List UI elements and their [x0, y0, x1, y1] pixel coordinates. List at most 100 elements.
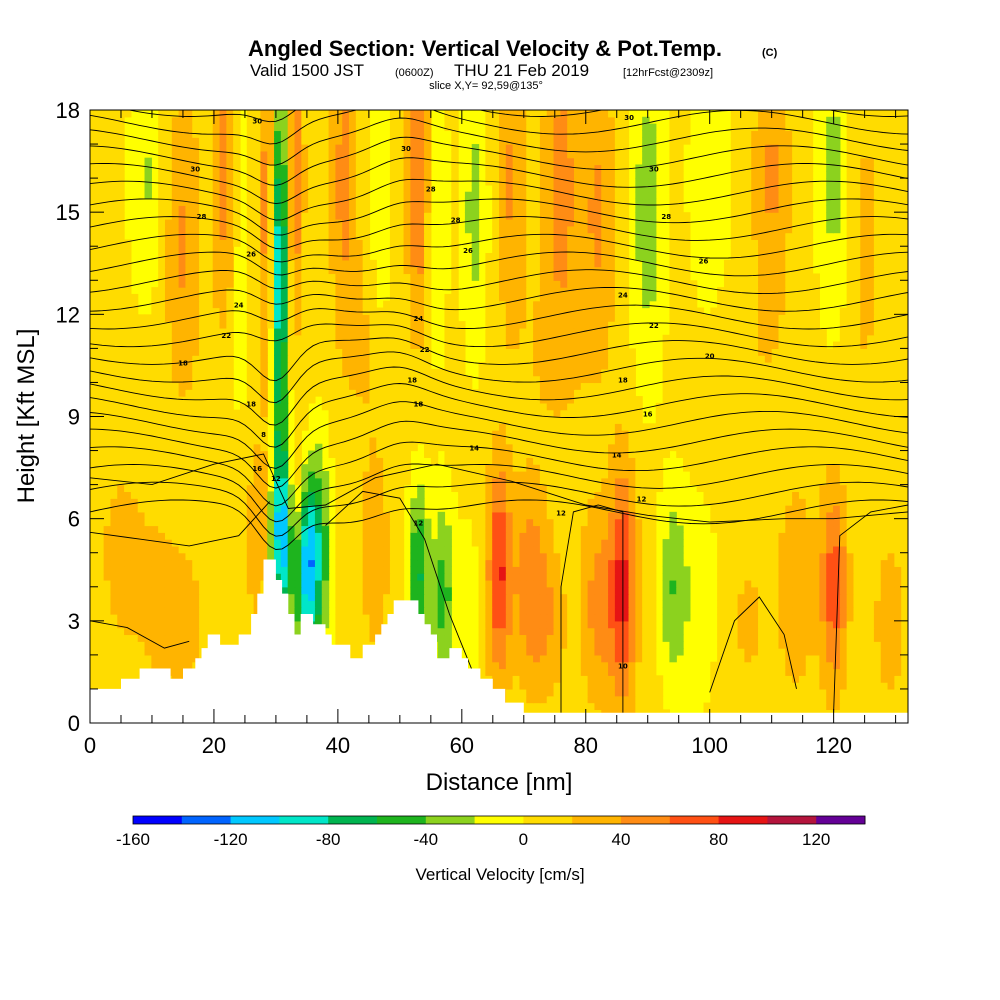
velocity-cell: [519, 627, 527, 636]
velocity-cell: [683, 566, 691, 574]
velocity-cell: [635, 702, 643, 710]
velocity-cell: [233, 579, 241, 588]
velocity-cell: [512, 498, 521, 506]
velocity-cell: [628, 436, 636, 445]
velocity-cell: [614, 464, 623, 472]
velocity-cell: [860, 607, 868, 615]
velocity-cell: [730, 559, 739, 567]
velocity-cell: [355, 436, 364, 445]
velocity-cell: [819, 607, 827, 615]
velocity-cell: [308, 532, 316, 540]
velocity-cell: [124, 668, 132, 676]
velocity-cell: [158, 443, 166, 452]
velocity-cell: [349, 532, 357, 540]
velocity-cell: [212, 573, 221, 581]
velocity-cell: [880, 552, 889, 561]
velocity-cell: [260, 539, 268, 547]
velocity-cell: [669, 579, 677, 588]
velocity-cell: [130, 600, 139, 608]
velocity-cell: [533, 579, 541, 588]
velocity-cell: [492, 675, 500, 683]
velocity-cell: [894, 675, 902, 683]
velocity-cell: [546, 498, 555, 506]
velocity-cell: [349, 443, 357, 452]
velocity-cell: [233, 518, 241, 527]
velocity-cell: [362, 505, 371, 513]
velocity-cell: [648, 477, 657, 486]
velocity-cell: [103, 430, 112, 438]
velocity-cell: [587, 641, 596, 649]
velocity-cell: [376, 505, 384, 513]
velocity-cell: [901, 661, 908, 670]
velocity-cell: [737, 539, 745, 547]
velocity-cell: [110, 511, 118, 520]
velocity-cell: [560, 443, 568, 452]
velocity-cell: [533, 532, 541, 540]
velocity-cell: [901, 450, 908, 458]
velocity-cell: [723, 614, 732, 622]
velocity-cell: [792, 518, 800, 527]
velocity-cell: [164, 525, 173, 533]
velocity-cell: [539, 648, 548, 656]
velocity-cell: [676, 402, 684, 411]
velocity-cell: [239, 532, 248, 540]
velocity-cell: [812, 545, 820, 554]
velocity-cell: [199, 607, 207, 615]
velocity-cell: [199, 430, 207, 438]
velocity-cell: [717, 464, 725, 472]
velocity-cell: [103, 436, 112, 445]
velocity-cell: [192, 491, 200, 499]
velocity-cell: [226, 552, 234, 561]
velocity-cell: [396, 505, 405, 513]
velocity-cell: [696, 450, 705, 458]
velocity-cell: [492, 627, 500, 636]
velocity-cell: [533, 593, 541, 601]
velocity-cell: [349, 498, 357, 506]
velocity-cell: [580, 464, 589, 472]
velocity-cell: [158, 484, 166, 493]
velocity-cell: [621, 573, 630, 581]
velocity-cell: [798, 559, 807, 567]
velocity-cell: [798, 634, 807, 642]
velocity-cell: [294, 627, 302, 636]
velocity-cell: [505, 586, 514, 595]
velocity-cell: [635, 498, 643, 506]
velocity-cell: [424, 559, 432, 567]
velocity-cell: [792, 654, 800, 663]
velocity-cell: [894, 566, 902, 574]
velocity-cell: [151, 566, 159, 574]
velocity-cell: [458, 443, 466, 452]
velocity-cell: [383, 511, 391, 520]
velocity-cell: [376, 614, 384, 622]
velocity-cell: [867, 539, 875, 547]
velocity-cell: [376, 477, 384, 486]
velocity-cell: [90, 450, 98, 458]
velocity-cell: [396, 457, 405, 465]
velocity-cell: [744, 668, 752, 676]
velocity-cell: [744, 552, 752, 561]
velocity-cell: [383, 464, 391, 472]
velocity-cell: [437, 620, 446, 629]
velocity-cell: [614, 566, 623, 574]
velocity-cell: [710, 416, 718, 424]
velocity-cell: [812, 423, 820, 431]
velocity-cell: [621, 627, 630, 636]
velocity-cell: [90, 484, 98, 493]
velocity-cell: [580, 573, 589, 581]
velocity-cell: [894, 450, 902, 458]
velocity-cell: [608, 539, 616, 547]
velocity-cell: [164, 532, 173, 540]
velocity-cell: [567, 586, 575, 595]
velocity-cell: [696, 464, 705, 472]
velocity-cell: [192, 545, 200, 554]
velocity-cell: [499, 457, 507, 465]
velocity-cell: [171, 668, 180, 676]
velocity-cell: [812, 675, 820, 683]
velocity-cell: [519, 430, 527, 438]
velocity-cell: [294, 566, 302, 574]
velocity-cell: [533, 661, 541, 670]
velocity-cell: [805, 450, 814, 458]
velocity-cell: [717, 470, 725, 479]
velocity-cell: [342, 579, 350, 588]
velocity-cell: [764, 511, 773, 520]
